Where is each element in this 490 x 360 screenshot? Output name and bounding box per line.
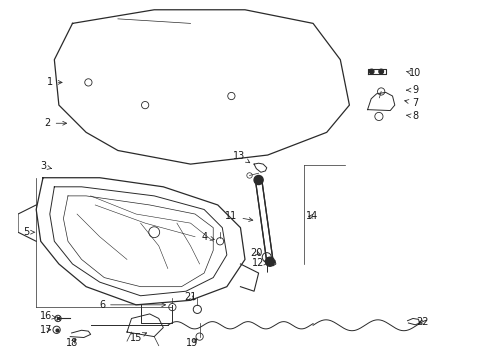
Text: 19: 19 <box>186 338 198 348</box>
Text: 1: 1 <box>47 77 62 87</box>
Text: 14: 14 <box>306 211 318 221</box>
Text: 15: 15 <box>130 333 147 342</box>
Text: 5: 5 <box>23 227 35 237</box>
Text: 18: 18 <box>66 338 78 348</box>
Text: 4: 4 <box>201 232 214 242</box>
Circle shape <box>369 69 374 74</box>
Text: 21: 21 <box>184 292 196 302</box>
Circle shape <box>254 175 263 185</box>
Circle shape <box>266 257 274 266</box>
Text: 3: 3 <box>40 161 51 171</box>
Text: 12: 12 <box>251 258 268 268</box>
Text: 6: 6 <box>99 300 166 310</box>
Text: 22: 22 <box>416 317 429 327</box>
Text: 20: 20 <box>250 248 263 258</box>
Polygon shape <box>255 180 273 262</box>
Text: 13: 13 <box>233 151 250 163</box>
Text: 7: 7 <box>405 98 418 108</box>
Text: 9: 9 <box>407 85 418 95</box>
Text: 8: 8 <box>407 112 418 121</box>
Circle shape <box>379 69 384 74</box>
Text: 11: 11 <box>225 211 253 221</box>
Text: 10: 10 <box>406 68 421 78</box>
Text: 16: 16 <box>40 311 56 321</box>
Text: 17: 17 <box>40 325 52 335</box>
Text: 2: 2 <box>45 118 67 128</box>
